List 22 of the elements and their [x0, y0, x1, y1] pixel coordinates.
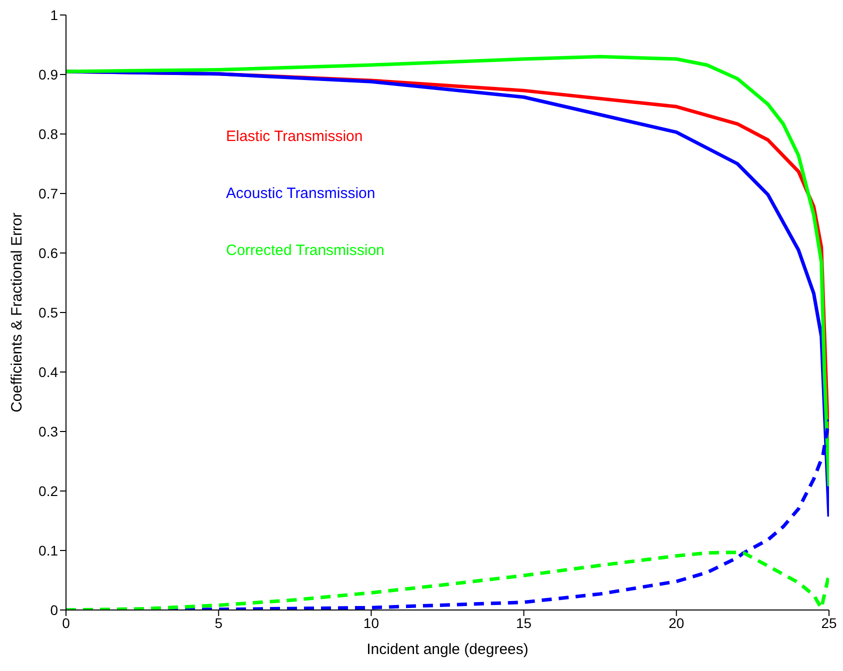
- x-tick-label: 10: [363, 614, 380, 631]
- y-tick-label: 0.8: [38, 126, 58, 142]
- text: Elastic Transmission: [226, 128, 364, 145]
- y-axis-title: Coefficients & Fractional Error: [8, 212, 26, 412]
- x-tick-label: 20: [668, 614, 684, 631]
- x-tick-label: 15: [516, 614, 532, 631]
- y-tick-label: 0.7: [38, 185, 58, 202]
- x-axis-title: Incident angle (degrees): [366, 641, 528, 658]
- y-tick-label: 0.1: [38, 542, 58, 558]
- y-tick-label: 0.3: [38, 423, 58, 440]
- x-tick-label: 25: [821, 614, 837, 631]
- y-tick-label: 0.9: [38, 66, 58, 82]
- x-tick-label: 5: [214, 614, 223, 631]
- y-tick-label: 0.6: [38, 244, 58, 261]
- y-tick-label: 1: [50, 6, 58, 23]
- y-tick-label: 0: [50, 602, 58, 618]
- x-tick-label: 0: [62, 614, 70, 631]
- y-tick-label: 0.5: [38, 304, 58, 320]
- text: Acoustic Transmission: [226, 185, 376, 202]
- y-tick-label: 0.2: [38, 482, 58, 499]
- y-tick-label: 0.4: [38, 364, 58, 380]
- text: Corrected Transmission: [226, 242, 384, 259]
